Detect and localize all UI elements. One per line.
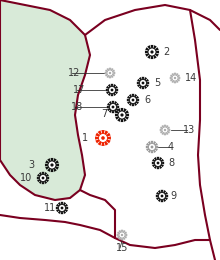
Circle shape — [99, 133, 108, 142]
Polygon shape — [146, 141, 158, 153]
Circle shape — [50, 163, 54, 167]
Polygon shape — [37, 172, 49, 184]
Text: 1: 1 — [82, 133, 88, 143]
Polygon shape — [107, 101, 119, 113]
Text: 7: 7 — [101, 109, 107, 119]
Circle shape — [172, 75, 178, 81]
Circle shape — [107, 70, 113, 76]
Text: 2: 2 — [163, 47, 169, 57]
Circle shape — [148, 144, 156, 151]
Polygon shape — [127, 94, 139, 106]
Text: 13: 13 — [183, 125, 195, 135]
Circle shape — [40, 174, 46, 181]
Text: 5: 5 — [154, 78, 160, 88]
Circle shape — [151, 146, 153, 148]
Polygon shape — [105, 68, 115, 78]
Polygon shape — [115, 108, 129, 122]
Circle shape — [132, 99, 134, 101]
Polygon shape — [156, 190, 168, 202]
Polygon shape — [56, 202, 68, 214]
Circle shape — [162, 127, 168, 133]
Polygon shape — [152, 157, 164, 169]
Polygon shape — [160, 125, 170, 135]
Polygon shape — [0, 0, 90, 200]
Circle shape — [121, 234, 123, 236]
Circle shape — [112, 106, 114, 108]
Circle shape — [148, 48, 156, 56]
Circle shape — [174, 77, 176, 79]
Circle shape — [154, 159, 161, 166]
Text: 11: 11 — [44, 203, 56, 213]
Text: 10: 10 — [20, 173, 32, 183]
Text: 6: 6 — [144, 95, 150, 105]
Polygon shape — [137, 77, 149, 89]
Circle shape — [161, 194, 163, 197]
Polygon shape — [106, 84, 118, 96]
Circle shape — [42, 177, 44, 179]
Circle shape — [109, 72, 111, 74]
Text: 15: 15 — [116, 243, 128, 253]
Text: 17: 17 — [73, 85, 85, 95]
Text: 3: 3 — [28, 160, 34, 170]
Circle shape — [120, 113, 124, 116]
Text: 18: 18 — [71, 102, 83, 112]
Circle shape — [101, 136, 105, 140]
Circle shape — [157, 162, 160, 164]
Polygon shape — [45, 158, 59, 172]
Circle shape — [150, 50, 154, 54]
Circle shape — [111, 89, 113, 92]
Circle shape — [158, 192, 165, 199]
Circle shape — [118, 111, 126, 119]
Circle shape — [139, 80, 147, 87]
Circle shape — [164, 129, 166, 131]
Circle shape — [130, 96, 136, 103]
Circle shape — [48, 161, 56, 169]
Text: 4: 4 — [168, 142, 174, 152]
Circle shape — [119, 232, 125, 238]
Polygon shape — [145, 45, 159, 59]
Text: 9: 9 — [170, 191, 176, 201]
Text: 12: 12 — [68, 68, 80, 78]
Circle shape — [142, 82, 144, 84]
Circle shape — [110, 103, 117, 110]
Circle shape — [108, 87, 116, 94]
Circle shape — [61, 207, 63, 209]
Polygon shape — [95, 130, 111, 146]
Polygon shape — [170, 73, 180, 83]
Text: 14: 14 — [185, 73, 197, 83]
Circle shape — [59, 205, 66, 211]
Text: 8: 8 — [168, 158, 174, 168]
Polygon shape — [117, 230, 127, 240]
